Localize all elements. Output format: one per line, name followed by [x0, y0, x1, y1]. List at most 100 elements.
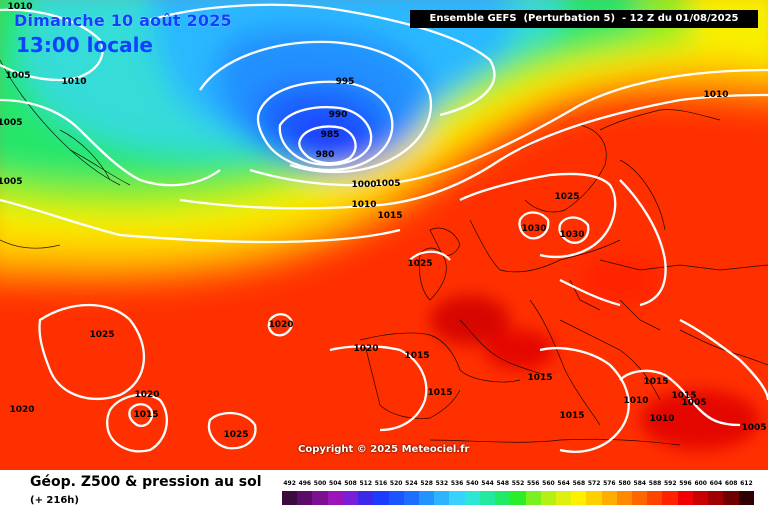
legend-label: 512	[359, 480, 372, 487]
isobar-label: 1010	[61, 77, 86, 87]
isobar-label: 1015	[133, 410, 158, 420]
isobar-label: 1020	[9, 405, 34, 415]
legend-label: 576	[603, 480, 616, 487]
isobar-label: 1010	[649, 414, 674, 424]
legend-swatch	[616, 491, 633, 505]
legend-swatch	[708, 491, 724, 505]
legend-label: 584	[633, 480, 647, 487]
color-legend	[282, 491, 754, 505]
legend-swatch	[647, 491, 663, 505]
legend-swatch	[373, 491, 389, 505]
legend-swatch	[282, 491, 298, 505]
legend-label: 600	[694, 480, 707, 487]
legend-label: 540	[466, 480, 479, 487]
legend-label: 588	[648, 480, 662, 487]
legend-swatch	[388, 491, 404, 505]
isobar-label: 1020	[268, 320, 293, 330]
legend-label: 496	[298, 480, 312, 487]
legend-label: 560	[542, 480, 555, 487]
legend-swatch	[327, 491, 343, 505]
isobar-label: 1015	[404, 351, 429, 361]
legend-swatch	[723, 491, 739, 505]
isobar-label: 1015	[527, 373, 552, 383]
legend-swatch	[677, 491, 693, 505]
legend-swatch	[495, 491, 511, 505]
legend-label: 492	[283, 480, 296, 487]
isobar-label: 1005	[5, 71, 30, 81]
legend-swatch	[479, 491, 496, 505]
legend-label: 612	[740, 480, 753, 487]
lead-time: (+ 216h)	[30, 495, 79, 506]
legend-label: 604	[709, 480, 723, 487]
legend-label: 552	[511, 480, 525, 487]
model-run-banner: Ensemble GEFS (Perturbation 5) - 12 Z du…	[410, 10, 758, 28]
legend-swatch	[571, 491, 587, 505]
isobar-label: 1005	[375, 179, 400, 189]
legend-label: 608	[724, 480, 738, 487]
legend-swatch	[358, 491, 374, 505]
legend-swatch	[464, 491, 480, 505]
legend-scale-labels: 492 496 500 504 508 512 516 520 524 528 532 536 540 5…	[282, 480, 754, 489]
isobar-label: 1025	[554, 192, 579, 202]
isobar-label: 985	[321, 130, 340, 140]
isobar-label: 1025	[407, 259, 432, 269]
isobar-label: 1010	[623, 396, 648, 406]
legend-label: 500	[313, 480, 327, 487]
legend-label: 504	[329, 480, 342, 487]
legend-label: 592	[663, 480, 677, 487]
legend-label: 532	[435, 480, 449, 487]
isobar-label: 1010	[703, 90, 728, 100]
isobar-label: 1000	[351, 180, 376, 190]
legend-label: 508	[344, 480, 357, 487]
legend-label: 596	[679, 480, 692, 487]
isobars	[0, 3, 768, 453]
product-title: Géop. Z500 & pression au sol	[30, 474, 262, 490]
legend-label: 548	[496, 480, 510, 487]
isobar-label: 1030	[559, 230, 584, 240]
legend-label: 516	[374, 480, 388, 487]
legend-swatch	[555, 491, 572, 505]
isobar-label: 995	[336, 77, 355, 87]
isobar-label: 1005	[741, 423, 766, 433]
legend-swatch	[692, 491, 709, 505]
legend-swatch	[403, 491, 419, 505]
isobar-label: 1025	[89, 330, 114, 340]
legend-label: 564	[557, 480, 570, 487]
isobar-label: 1015	[377, 211, 402, 221]
isobar-label: 1010	[351, 200, 376, 210]
legend-swatch	[418, 491, 435, 505]
legend-swatch	[312, 491, 328, 505]
isobar-label: 1015	[643, 377, 668, 387]
legend-label: 524	[405, 480, 418, 487]
isobar-label: 1030	[521, 224, 546, 234]
legend-label: 568	[572, 480, 586, 487]
legend-label: 528	[420, 480, 433, 487]
forecast-date: Dimanche 10 août 2025	[14, 11, 232, 30]
isobar-label: 1005	[681, 398, 706, 408]
isobar-label: 1005	[0, 118, 23, 128]
legend-swatch	[601, 491, 617, 505]
isobar-label: 980	[316, 150, 335, 160]
legend-swatch	[662, 491, 678, 505]
legend-swatch	[586, 491, 602, 505]
isobar-label: 1025	[223, 430, 248, 440]
legend-swatch	[434, 491, 450, 505]
legend-swatch	[342, 491, 359, 505]
legend-label: 520	[389, 480, 403, 487]
weather-map: 1010 1005 1010 1005 1005 995 990 985 980…	[0, 0, 768, 470]
geopotential-field	[0, 0, 768, 470]
isobar-label: 1020	[134, 390, 159, 400]
legend-swatch	[738, 491, 754, 505]
forecast-local-time: 13:00 locale	[16, 33, 153, 57]
legend-label: 544	[481, 480, 494, 487]
legend-swatch	[297, 491, 313, 505]
isobar-label: 1015	[427, 388, 452, 398]
legend-label: 572	[587, 480, 601, 487]
legend-label: 580	[618, 480, 631, 487]
isobar-label: 1015	[671, 391, 696, 401]
legend-swatch	[510, 491, 526, 505]
copyright-text: Copyright © 2025 Meteociel.fr	[298, 444, 470, 455]
isobar-label: 1005	[0, 177, 23, 187]
legend-swatch	[632, 491, 648, 505]
legend-swatch	[449, 491, 465, 505]
